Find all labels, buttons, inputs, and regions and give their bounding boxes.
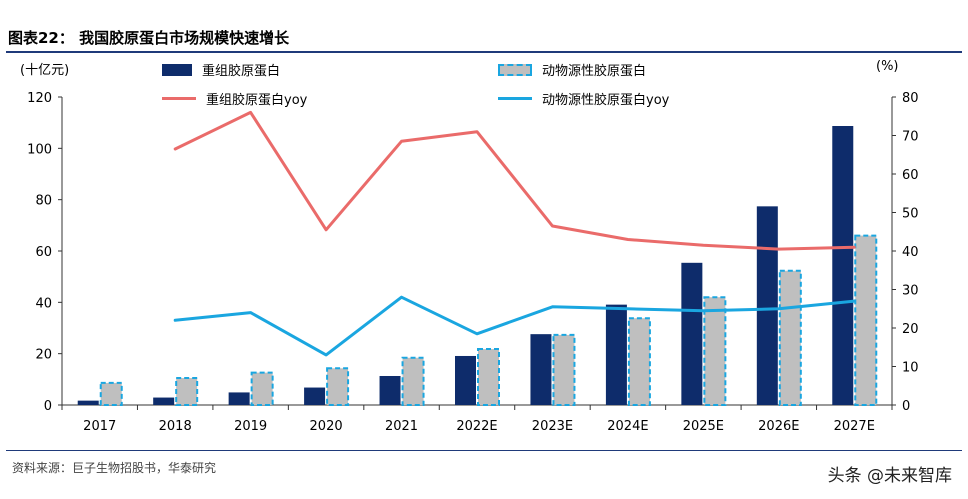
bar-animal (854, 234, 878, 406)
right-tick-label: 30 (902, 284, 919, 299)
bar-animal (703, 296, 727, 407)
bar-animal (99, 381, 123, 406)
legend-swatch-animal-yoy (498, 97, 532, 100)
right-tick-label: 80 (902, 91, 919, 106)
legend-item-animal: 动物源性胶原蛋白 (498, 60, 646, 79)
line-recombinant-yoy (173, 110, 856, 251)
bar-recombinant (605, 304, 627, 405)
right-tick-label: 60 (902, 168, 919, 183)
legend-item-animal-yoy: 动物源性胶原蛋白yoy (498, 89, 669, 108)
bar-recombinant (153, 397, 175, 405)
x-tick-label: 2018 (159, 419, 192, 434)
x-tick-label: 2026E (758, 419, 799, 434)
bar-animal (326, 367, 350, 406)
left-tick-label: 20 (35, 348, 52, 363)
left-tick-label: 0 (44, 399, 52, 414)
bar-animal (477, 348, 500, 406)
legend-item-recombinant-yoy: 重组胶原蛋白yoy (162, 89, 307, 108)
bar-recombinant (832, 126, 854, 406)
legend-item-recombinant: 重组胶原蛋白 (162, 60, 280, 79)
right-tick-label: 50 (902, 207, 919, 222)
legend-swatch-recombinant-yoy (162, 97, 196, 100)
right-tick-label: 40 (902, 245, 919, 260)
bar-animal (401, 356, 425, 407)
bar-animal (250, 371, 274, 407)
source-note: 资料来源：巨子生物招股书，华泰研究 (12, 461, 217, 475)
x-tick-label: 2024E (607, 419, 648, 434)
bar-recombinant (379, 375, 401, 405)
x-tick-label: 2021 (385, 419, 418, 434)
right-axis-unit: (%) (876, 59, 899, 74)
bar-recombinant (756, 206, 778, 405)
bar-recombinant (681, 262, 703, 405)
bottom-rule (6, 450, 962, 451)
bar-recombinant (530, 334, 552, 405)
bar-animal (778, 269, 802, 406)
left-axis-unit: (十亿元) (20, 63, 70, 78)
x-tick-label: 2020 (310, 419, 343, 434)
left-tick-label: 120 (27, 91, 52, 106)
x-tick-label: 2022E (456, 419, 497, 434)
legend-swatch-animal (498, 63, 532, 76)
right-tick-label: 20 (902, 322, 919, 337)
bar-recombinant (455, 355, 476, 405)
x-tick-label: 2019 (234, 419, 267, 434)
right-tick-label: 70 (902, 130, 919, 145)
left-tick-label: 40 (35, 296, 52, 311)
bar-animal (552, 333, 576, 406)
title-rule (6, 51, 962, 53)
right-tick-label: 10 (902, 361, 919, 376)
watermark: 头条 @未来智库 (827, 466, 952, 486)
bar-animal (627, 317, 651, 407)
figure-title: 图表22： 我国胶原蛋白市场规模快速增长 (8, 29, 290, 47)
left-tick-label: 100 (27, 142, 52, 157)
left-tick-label: 60 (35, 245, 52, 260)
bar-recombinant (77, 400, 99, 405)
right-tick-label: 0 (902, 399, 910, 414)
bar-animal (175, 377, 199, 406)
x-tick-label: 2027E (834, 419, 875, 434)
legend-label-animal: 动物源性胶原蛋白 (542, 64, 647, 79)
x-tick-label: 2025E (683, 419, 724, 434)
bar-recombinant (228, 392, 250, 405)
line-animal-yoy (173, 295, 856, 357)
x-tick-label: 2017 (83, 419, 116, 434)
bar-recombinant (304, 387, 326, 405)
x-tick-label: 2023E (532, 419, 573, 434)
legend-label-recombinant-yoy: 重组胶原蛋白yoy (206, 93, 308, 108)
legend-label-animal-yoy: 动物源性胶原蛋白yoy (542, 93, 670, 108)
left-tick-label: 80 (35, 194, 52, 209)
legend-label-recombinant: 重组胶原蛋白 (202, 64, 281, 79)
legend-swatch-recombinant (162, 63, 192, 76)
